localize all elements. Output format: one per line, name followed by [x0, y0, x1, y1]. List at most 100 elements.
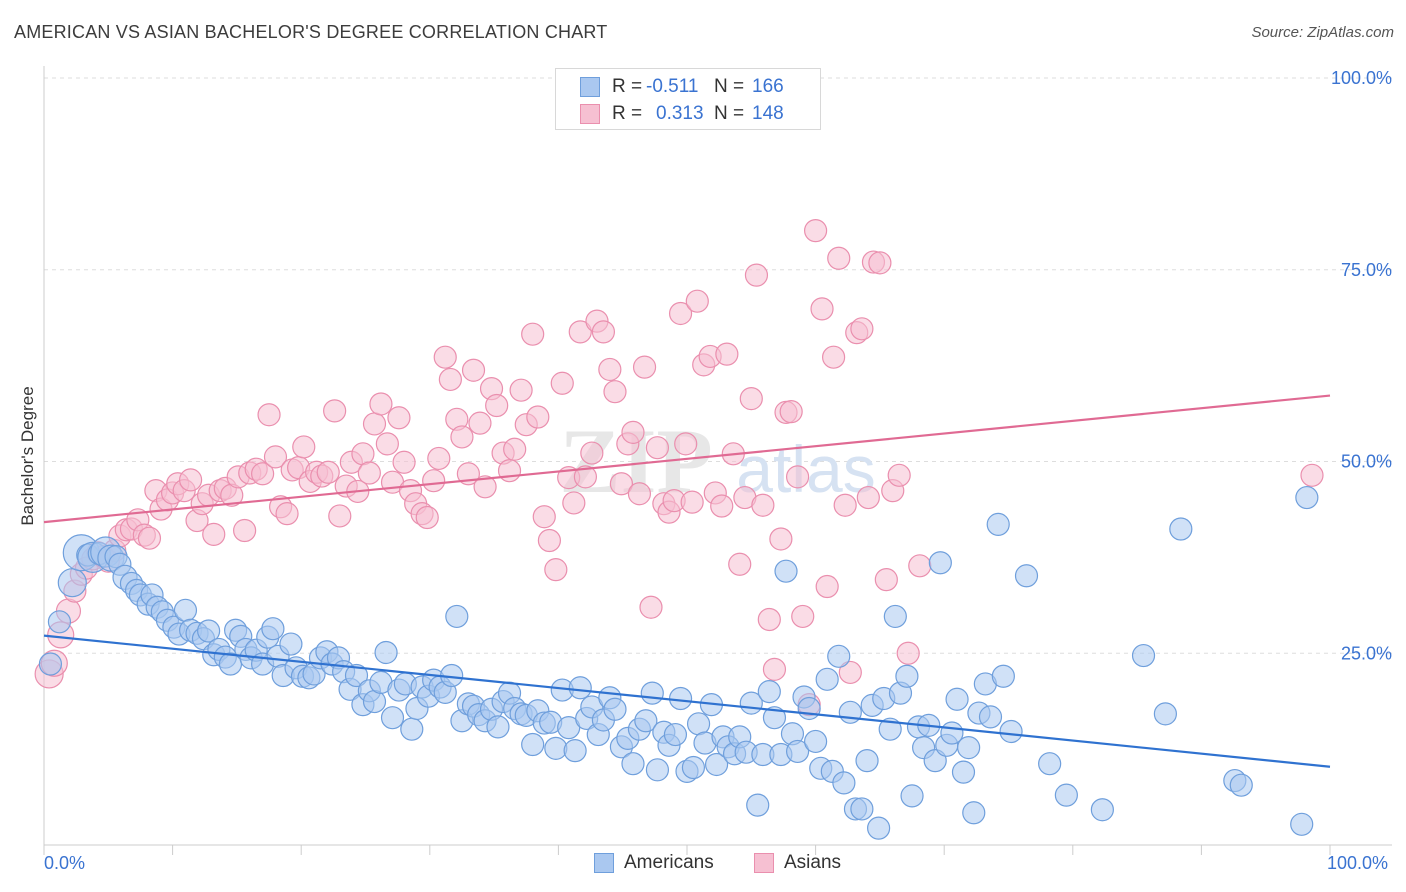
- asians-point: [680, 490, 704, 514]
- asians-point: [908, 554, 932, 578]
- asians-point: [856, 485, 880, 510]
- asians-point: [674, 432, 698, 456]
- asians-point: [450, 425, 474, 449]
- gridlines: [44, 77, 1392, 654]
- americans-point: [978, 705, 1003, 729]
- asians-point: [461, 358, 486, 382]
- asians-point: [827, 246, 851, 270]
- americans-point: [1038, 752, 1062, 776]
- americans-point: [47, 610, 72, 634]
- asians-point: [257, 403, 281, 427]
- y-tick-label: 50.0%: [1341, 452, 1392, 472]
- americans-point: [521, 732, 545, 757]
- americans-swatch: [580, 77, 600, 97]
- asians-point: [668, 301, 693, 326]
- asians-point: [815, 574, 839, 599]
- asians-point: [497, 459, 522, 483]
- legend-item-asians[interactable]: Asians: [754, 852, 841, 874]
- americans-point: [663, 722, 688, 747]
- americans-point: [900, 784, 924, 808]
- asians-point: [537, 528, 561, 553]
- americans-r-value: -0.511: [646, 76, 699, 97]
- americans-point: [797, 696, 821, 721]
- americans-legend-swatch: [594, 853, 614, 873]
- americans-point: [1169, 517, 1193, 541]
- asians-point: [603, 380, 627, 404]
- asians-point: [438, 367, 462, 392]
- y-axis-label: Bachelor's Degree: [18, 386, 37, 526]
- asians-point: [621, 420, 645, 444]
- americans-point: [568, 676, 592, 700]
- asians-point: [685, 289, 709, 313]
- americans-point: [867, 816, 891, 840]
- asians-point: [202, 522, 226, 546]
- asians-point: [887, 463, 911, 487]
- asians-point: [568, 320, 592, 344]
- asians-point: [757, 607, 781, 632]
- y-tick-label: 100.0%: [1331, 68, 1392, 88]
- americans-point: [855, 749, 879, 773]
- asians-swatch: [580, 104, 600, 124]
- americans-point: [832, 771, 856, 795]
- americans-point: [1014, 564, 1039, 588]
- americans-point: [563, 739, 587, 763]
- asians-point: [785, 465, 810, 489]
- asians-point: [375, 432, 399, 456]
- asians-n-value: 148: [752, 103, 784, 124]
- americans-point: [261, 617, 285, 641]
- americans-point: [634, 709, 658, 733]
- americans-point: [1295, 485, 1319, 510]
- americans-point: [803, 729, 828, 754]
- americans-point: [38, 652, 63, 676]
- asians-n-label: N =: [714, 103, 745, 124]
- series-legend: Americans Asians: [0, 852, 1406, 878]
- asians-point: [521, 322, 545, 346]
- asians-point: [803, 219, 828, 243]
- x-axis-max-label: 100.0%: [1327, 853, 1389, 873]
- legend-item-americans[interactable]: Americans: [594, 852, 714, 874]
- americans-point: [957, 735, 981, 760]
- americans-point: [544, 736, 568, 760]
- americans-point: [945, 687, 969, 711]
- asians-point: [233, 518, 257, 543]
- y-tick-label: 75.0%: [1341, 260, 1392, 280]
- y-tick-label: 25.0%: [1341, 643, 1392, 663]
- asians-point: [323, 399, 347, 423]
- americans-point: [380, 706, 405, 730]
- asians-point: [1300, 463, 1324, 487]
- asians-point: [137, 526, 162, 550]
- asians-point: [415, 505, 439, 530]
- americans-point: [986, 512, 1010, 536]
- asians-point: [833, 493, 857, 517]
- asians-point: [392, 450, 416, 474]
- asians-point: [609, 472, 634, 496]
- asians-point: [503, 437, 527, 461]
- americans-point: [962, 801, 986, 825]
- asians-point: [562, 491, 586, 515]
- americans-point: [746, 793, 770, 817]
- americans-point: [681, 755, 706, 780]
- asians-point: [598, 357, 622, 382]
- asians-point: [433, 345, 457, 369]
- legend-row-asians: R = 0.313 N = 148: [580, 102, 784, 126]
- asians-point: [422, 469, 446, 493]
- americans-point: [928, 551, 952, 575]
- asians-point: [632, 355, 657, 379]
- americans-n-value: 166: [752, 76, 784, 97]
- asians-point: [739, 387, 763, 411]
- asians-point: [645, 436, 670, 460]
- asians-r-label: R =: [612, 103, 643, 124]
- asians-legend-label: Asians: [784, 852, 842, 873]
- asians-point: [179, 468, 203, 492]
- americans-point: [645, 758, 670, 782]
- americans-point: [1054, 783, 1078, 807]
- asians-point: [779, 400, 803, 424]
- americans-point: [57, 568, 87, 598]
- americans-point: [1153, 702, 1177, 726]
- americans-point: [1090, 798, 1114, 822]
- asians-trendline: [43, 394, 1331, 524]
- asians-point: [710, 494, 734, 518]
- chart-title: AMERICAN VS ASIAN BACHELOR'S DEGREE CORR…: [14, 22, 608, 42]
- asians-point: [728, 552, 752, 576]
